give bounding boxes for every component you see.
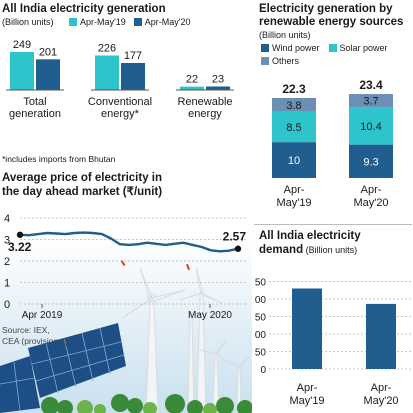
renewable-legend-row2: Others xyxy=(261,56,299,66)
segment-wind xyxy=(349,144,393,178)
total-label: 22.3 xyxy=(282,82,306,96)
y-tick-label: 200 xyxy=(255,295,266,306)
bar-apr-may-20 xyxy=(36,59,60,90)
category-label: Apr- xyxy=(371,382,392,394)
legend-label-wind: Wind power xyxy=(272,43,320,53)
segment-others xyxy=(349,94,393,108)
legend-label-apr-may-20: Apr-May'20 xyxy=(144,17,191,27)
segment-solar xyxy=(272,111,316,143)
end-value-label: 2.57 xyxy=(223,230,247,244)
legend-swatch-apr-may-20 xyxy=(133,18,142,26)
y-tick-label: 50 xyxy=(255,348,266,359)
segment-value-others: 3.7 xyxy=(363,96,378,108)
bar-value-label: 177 xyxy=(124,50,142,62)
segment-value-solar: 10.4 xyxy=(360,121,381,133)
panel-divider xyxy=(254,224,412,225)
segment-others xyxy=(272,98,316,112)
total-label: 23.4 xyxy=(359,78,383,92)
y-tick-label: 2 xyxy=(4,256,10,268)
category-label: Total xyxy=(23,96,46,108)
renewable-stacked-chart: 108.53.822.3Apr-May'199.310.43.723.4Apr-… xyxy=(272,78,393,209)
y-tick-label: 4 xyxy=(4,213,10,225)
bar-apr-may-20 xyxy=(121,62,145,90)
category-label: generation xyxy=(9,108,61,120)
category-label: energy xyxy=(188,108,222,120)
end-point xyxy=(234,245,242,252)
renewable-title-line1: Electricity generation by xyxy=(259,3,393,15)
price-title-line2: the day ahead market (₹/unit) xyxy=(2,186,163,198)
category-label: Conventional xyxy=(88,96,152,108)
generation-legend: Apr-May'19 Apr-May'20 xyxy=(69,17,190,27)
legend-swatch-wind xyxy=(261,44,269,52)
bar-apr-may-19 xyxy=(10,52,34,90)
renewable-unit: (Billion units) xyxy=(259,30,311,40)
x-tick-label: May 2020 xyxy=(188,310,232,321)
y-tick-label: 1 xyxy=(4,278,10,290)
bar-apr-may-19 xyxy=(180,86,204,90)
legend-label-solar: Solar power xyxy=(339,43,388,53)
category-label: May'20 xyxy=(353,197,388,209)
category-label: Apr- xyxy=(361,184,382,196)
category-label: Renewable xyxy=(177,96,232,108)
price-line-chart: 0 1 2 3 4 3.22 2.57 Apr 2019 May 2020 xyxy=(4,213,247,321)
generation-unit: (Billion units) xyxy=(2,17,54,27)
y-tick-label: 0 xyxy=(260,365,266,376)
bar-value-label: 226 xyxy=(98,43,116,55)
bar-value-label: 201 xyxy=(39,46,57,58)
source-line1: Source: IEX, xyxy=(2,325,50,335)
category-label: Apr- xyxy=(297,382,318,394)
renewable-title-line2: renewable energy sources xyxy=(259,16,404,28)
segment-wind xyxy=(272,142,316,178)
bar-value-label: 23 xyxy=(212,73,224,85)
demand-bar xyxy=(366,303,396,369)
start-value-label: 3.22 xyxy=(8,240,32,254)
demand-title-unit: (Billion units) xyxy=(303,245,358,255)
generation-title: All India electricity generation xyxy=(2,3,166,15)
x-tick-label: Apr 2019 xyxy=(22,310,63,321)
segment-value-solar: 8.5 xyxy=(286,122,301,134)
price-line xyxy=(19,231,239,253)
y-tick-label: 100 xyxy=(255,330,266,341)
segment-value-others: 3.8 xyxy=(286,100,301,112)
category-label: May'19 xyxy=(276,197,311,209)
category-label: May'19 xyxy=(289,395,324,407)
category-label: Apr- xyxy=(284,184,305,196)
generation-footnote: *includes imports from Bhutan xyxy=(2,154,116,164)
segment-value-wind: 9.3 xyxy=(363,156,378,168)
source-line2: CEA (provisional) xyxy=(2,336,68,346)
y-tick-label: 3 xyxy=(4,235,10,247)
wind-solar-illustration xyxy=(0,238,252,413)
bar-apr-may-20 xyxy=(206,86,230,90)
y-tick-label: 150 xyxy=(255,313,266,324)
price-title-line1: Average price of electricity in xyxy=(2,172,163,184)
bar-value-label: 249 xyxy=(13,39,31,51)
demand-title-line1: All India electricity xyxy=(259,230,361,242)
demand-title-line2: demand (Billion units) xyxy=(259,244,357,257)
category-label: May'20 xyxy=(363,395,398,407)
bar-apr-may-19 xyxy=(95,55,119,90)
y-tick-label: 250 xyxy=(255,278,266,289)
legend-swatch-apr-may-19 xyxy=(69,18,77,26)
bar-value-label: 22 xyxy=(186,74,198,86)
y-tick-label: 0 xyxy=(4,299,10,311)
segment-value-wind: 10 xyxy=(288,155,300,167)
demand-title-bold: demand xyxy=(259,244,304,256)
renewable-legend: Wind power Solar power xyxy=(261,43,388,53)
demand-bar xyxy=(292,288,322,369)
legend-swatch-others xyxy=(261,57,269,65)
generation-bar-chart: 249201Totalgeneration226177Conventionale… xyxy=(6,39,234,120)
legend-label-others: Others xyxy=(272,56,300,66)
start-point xyxy=(16,231,24,238)
category-label: energy* xyxy=(101,108,140,120)
legend-label-apr-may-19: Apr-May'19 xyxy=(80,17,126,27)
segment-solar xyxy=(349,107,393,145)
legend-swatch-solar xyxy=(328,44,337,52)
